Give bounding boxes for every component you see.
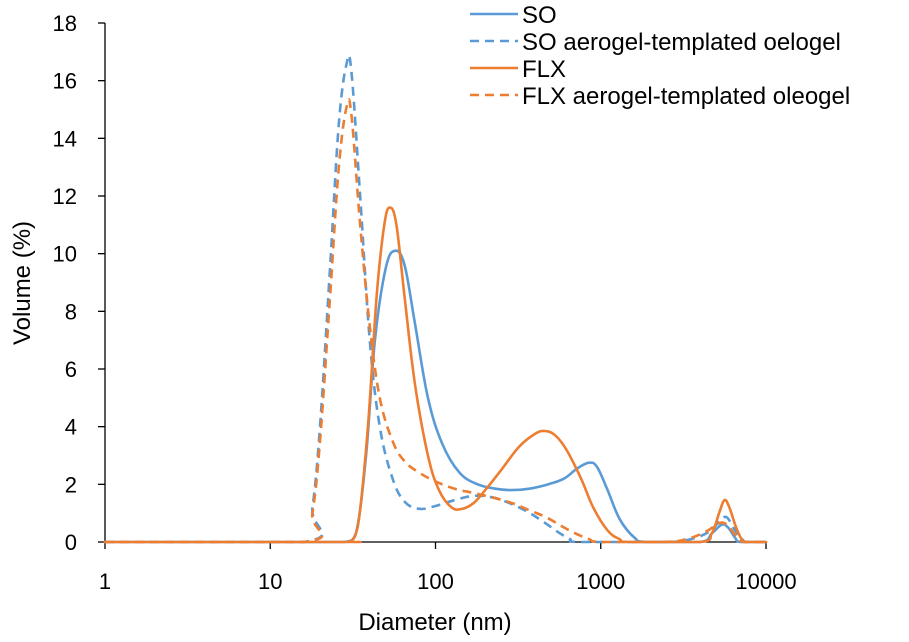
y-tick-label: 14 [53, 126, 77, 151]
y-tick-label: 12 [53, 184, 77, 209]
y-axis-title: Volume (%) [9, 221, 36, 345]
x-tick-label: 1 [99, 569, 111, 594]
chart-axes: 0 2 4 6 8 10 12 14 16 18 1 10 100 1000 10000 [53, 11, 797, 594]
y-tick-label: 18 [53, 11, 77, 36]
legend-label-flx: FLX [522, 56, 566, 83]
y-tick-label: 4 [65, 415, 77, 440]
y-tick-label: 10 [53, 242, 77, 267]
y-tick-label: 2 [65, 472, 77, 497]
y-tick-label: 0 [65, 530, 77, 555]
series-line-so-aerogel-templated-oelogel [104, 53, 766, 544]
x-tick-label: 100 [417, 569, 454, 594]
series-line-flx-aerogel-templated-oleogel [104, 98, 766, 544]
x-tick-label: 10000 [735, 569, 796, 594]
legend-label-so: SO [522, 2, 557, 29]
y-tick-label: 8 [65, 299, 77, 324]
legend-label-flx-aerogel-templated-oleogel: FLX aerogel-templated oleogel [522, 83, 850, 110]
series-line-flx [103, 206, 768, 544]
y-tick-label: 6 [65, 357, 77, 382]
y-tick-label: 16 [53, 69, 77, 94]
x-tick-label: 1000 [576, 569, 625, 594]
x-tick-label: 10 [258, 569, 282, 594]
series-line-so [103, 249, 768, 544]
x-axis-title: Diameter (nm) [358, 609, 511, 636]
series-layer [103, 53, 768, 544]
legend-label-so-aerogel-templated-oelogel: SO aerogel-templated oelogel [522, 29, 841, 56]
